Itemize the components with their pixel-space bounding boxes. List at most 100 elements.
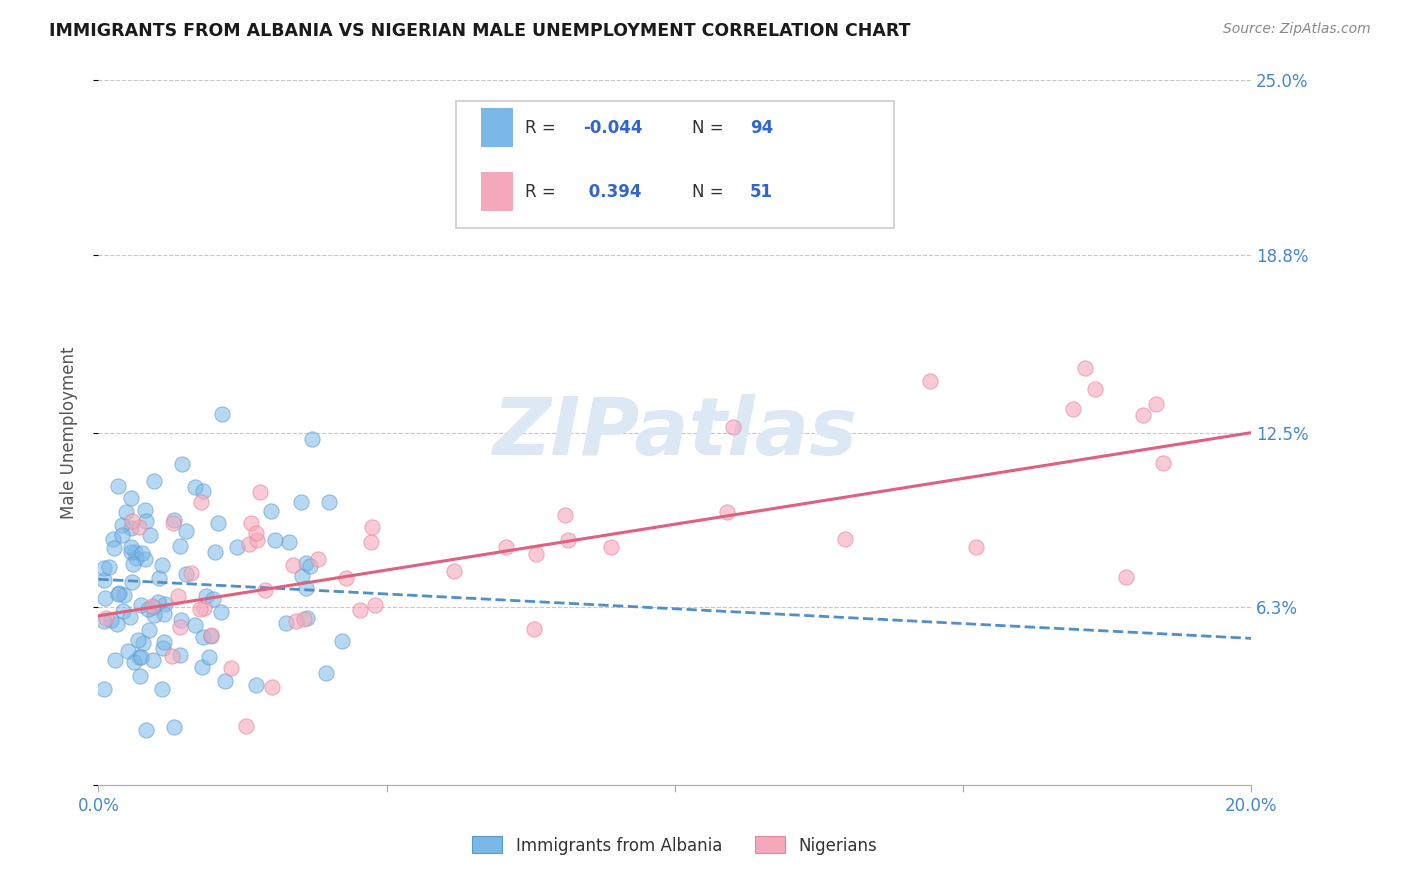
Point [274,616,297,631]
Point [190,659,212,673]
Point [204,545,226,559]
Point [142,474,165,488]
Point [1084,382,1107,396]
Point [150,682,173,697]
Point [245,678,267,692]
Point [121,514,143,528]
Point [170,457,193,471]
Point [364,598,387,612]
Point [301,432,323,446]
Point [129,599,152,613]
Point [169,539,191,553]
Y-axis label: Male Unemployment: Male Unemployment [59,346,77,519]
Point [184,480,207,494]
Point [297,611,319,625]
Point [120,541,142,555]
Point [1144,396,1167,410]
Point [93,682,115,697]
Point [163,720,186,734]
Point [290,495,312,509]
Point [93,614,115,628]
Point [239,516,262,530]
Point [307,552,329,566]
Point [295,581,318,595]
Point [599,541,621,555]
Point [315,665,337,680]
FancyBboxPatch shape [481,109,513,147]
Point [94,611,117,625]
Point [129,669,152,683]
Point [554,508,576,523]
Point [129,650,152,665]
Point [209,605,232,619]
Point [238,537,260,551]
Point [264,533,287,548]
Point [111,604,134,618]
Point [93,573,115,587]
Point [120,545,142,559]
Text: -0.044: -0.044 [582,120,643,137]
Point [176,566,198,581]
Point [335,571,357,585]
Point [142,599,165,614]
Point [128,520,150,534]
Point [136,602,159,616]
Text: Source: ZipAtlas.com: Source: ZipAtlas.com [1223,22,1371,37]
Point [111,517,134,532]
Point [148,571,170,585]
Point [141,599,163,613]
Point [245,526,267,541]
Point [201,592,224,607]
Point [122,656,145,670]
Point [134,503,156,517]
Point [332,633,354,648]
Point [246,533,269,547]
Point [318,495,340,509]
Point [299,559,322,574]
Point [260,680,283,694]
Point [1062,402,1084,417]
Point [716,504,738,518]
Point [200,629,222,643]
Point [103,541,125,555]
Text: N =: N = [692,120,730,137]
Point [98,560,121,574]
FancyBboxPatch shape [481,172,513,211]
Point [360,534,382,549]
Point [152,640,174,655]
Point [111,528,134,542]
Point [174,524,197,538]
Point [169,620,191,634]
Point [131,546,153,560]
Point [723,420,745,434]
Point [93,561,115,575]
Point [135,723,157,738]
Text: IMMIGRANTS FROM ALBANIA VS NIGERIAN MALE UNEMPLOYMENT CORRELATION CHART: IMMIGRANTS FROM ALBANIA VS NIGERIAN MALE… [49,22,911,40]
Point [100,613,122,627]
Point [214,674,236,689]
Point [122,557,145,571]
Point [132,636,155,650]
Point [965,540,987,554]
Point [107,479,129,493]
Text: 0.394: 0.394 [582,183,641,201]
Point [191,630,214,644]
Point [225,541,247,555]
Point [188,602,211,616]
Point [1132,408,1154,422]
Point [193,483,215,498]
Point [108,586,131,600]
Text: N =: N = [692,183,730,201]
Point [135,514,157,528]
Point [443,564,465,578]
Point [254,583,277,598]
Point [524,547,547,561]
Point [277,535,299,549]
Point [1115,570,1137,584]
Point [117,643,139,657]
Point [139,528,162,542]
Point [834,532,856,546]
Point [502,172,524,186]
Point [166,590,188,604]
Point [190,494,212,508]
